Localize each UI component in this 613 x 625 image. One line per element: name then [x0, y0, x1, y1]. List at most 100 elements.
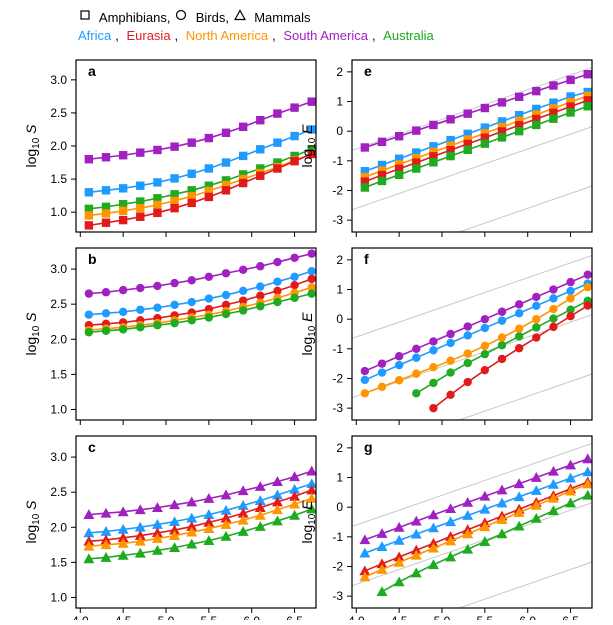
- data-marker: [153, 201, 161, 209]
- data-marker: [102, 309, 110, 317]
- legend-region: South America: [283, 28, 368, 43]
- data-marker: [273, 277, 281, 285]
- data-marker: [153, 303, 161, 311]
- data-marker: [153, 282, 161, 290]
- data-marker: [239, 152, 247, 160]
- svg-text:1.5: 1.5: [50, 172, 67, 186]
- oryx-icon: [541, 553, 581, 604]
- data-marker: [85, 310, 93, 318]
- data-marker: [462, 544, 473, 554]
- data-marker: [464, 378, 472, 386]
- data-marker: [498, 341, 506, 349]
- svg-text:2.0: 2.0: [50, 139, 67, 153]
- svg-text:-3: -3: [332, 401, 343, 415]
- svg-text:0: 0: [336, 312, 343, 326]
- data-marker: [549, 305, 557, 313]
- legend-label-amphibians: Amphibians,: [99, 10, 171, 25]
- data-marker: [239, 123, 247, 131]
- data-marker: [102, 186, 110, 194]
- plots-svg: 1.01.52.02.53.0log10 Sa1.01.52.02.53.0lo…: [0, 0, 613, 620]
- data-marker: [256, 145, 264, 153]
- data-marker: [378, 138, 386, 146]
- data-marker: [290, 281, 298, 289]
- data-marker: [290, 294, 298, 302]
- data-marker: [222, 186, 230, 194]
- data-marker: [395, 376, 403, 384]
- data-marker: [119, 207, 127, 215]
- data-marker: [481, 342, 489, 350]
- data-marker: [153, 178, 161, 186]
- data-marker: [566, 76, 574, 84]
- legend-triangle-icon: [233, 8, 247, 22]
- data-marker: [515, 332, 523, 340]
- svg-text:2.0: 2.0: [50, 332, 67, 346]
- data-marker: [256, 282, 264, 290]
- legend-regions: Africa, Eurasia, North America, South Am…: [78, 27, 438, 45]
- data-marker: [273, 109, 281, 117]
- legend-square-icon: [78, 8, 92, 22]
- svg-text:-1: -1: [332, 342, 343, 356]
- data-marker: [188, 170, 196, 178]
- data-marker: [464, 322, 472, 330]
- svg-text:2: 2: [336, 253, 343, 267]
- panel-c: 4.04.55.05.56.06.51.01.52.02.53.0log10 S…: [23, 436, 317, 620]
- data-marker: [378, 383, 386, 391]
- svg-text:1.0: 1.0: [50, 205, 67, 219]
- data-marker: [85, 188, 93, 196]
- data-marker: [429, 404, 437, 412]
- data-marker: [273, 298, 281, 306]
- svg-text:4.0: 4.0: [348, 614, 365, 620]
- data-marker: [222, 310, 230, 318]
- svg-text:e: e: [364, 63, 372, 79]
- data-marker: [514, 521, 525, 531]
- legend-circle-icon: [174, 8, 188, 22]
- svg-text:log10 S: log10 S: [23, 500, 42, 544]
- data-marker: [446, 115, 454, 123]
- data-marker: [136, 181, 144, 189]
- data-marker: [498, 308, 506, 316]
- data-marker: [361, 376, 369, 384]
- data-marker: [359, 548, 370, 558]
- data-marker: [584, 301, 592, 309]
- svg-text:2.5: 2.5: [50, 106, 67, 120]
- svg-text:b: b: [88, 251, 97, 267]
- svg-text:g: g: [364, 439, 373, 455]
- data-marker: [153, 146, 161, 154]
- svg-text:log10 E: log10 E: [299, 500, 318, 544]
- data-marker: [119, 151, 127, 159]
- data-marker: [136, 306, 144, 314]
- data-marker: [584, 102, 592, 110]
- svg-text:3.0: 3.0: [50, 73, 67, 87]
- data-marker: [566, 312, 574, 320]
- svg-text:1: 1: [336, 471, 343, 485]
- svg-text:5.5: 5.5: [477, 614, 494, 620]
- data-marker: [412, 126, 420, 134]
- data-marker: [429, 121, 437, 129]
- data-marker: [170, 142, 178, 150]
- data-marker: [153, 321, 161, 329]
- data-marker: [188, 276, 196, 284]
- data-marker: [498, 316, 506, 324]
- svg-text:4.5: 4.5: [115, 614, 132, 620]
- data-marker: [566, 278, 574, 286]
- data-marker: [565, 498, 576, 508]
- data-marker: [222, 269, 230, 277]
- data-marker: [584, 283, 592, 291]
- svg-text:c: c: [88, 439, 96, 455]
- svg-text:6.5: 6.5: [562, 614, 579, 620]
- data-marker: [446, 391, 454, 399]
- data-marker: [136, 204, 144, 212]
- data-marker: [119, 216, 127, 224]
- data-marker: [515, 93, 523, 101]
- data-marker: [412, 389, 420, 397]
- data-marker: [481, 139, 489, 147]
- svg-text:1.0: 1.0: [50, 590, 67, 604]
- data-marker: [378, 177, 386, 185]
- data-marker: [308, 97, 316, 105]
- data-marker: [205, 294, 213, 302]
- data-marker: [188, 199, 196, 207]
- data-marker: [531, 513, 542, 523]
- svg-text:5.0: 5.0: [434, 614, 451, 620]
- salamander-icon: [522, 195, 574, 233]
- data-marker: [549, 285, 557, 293]
